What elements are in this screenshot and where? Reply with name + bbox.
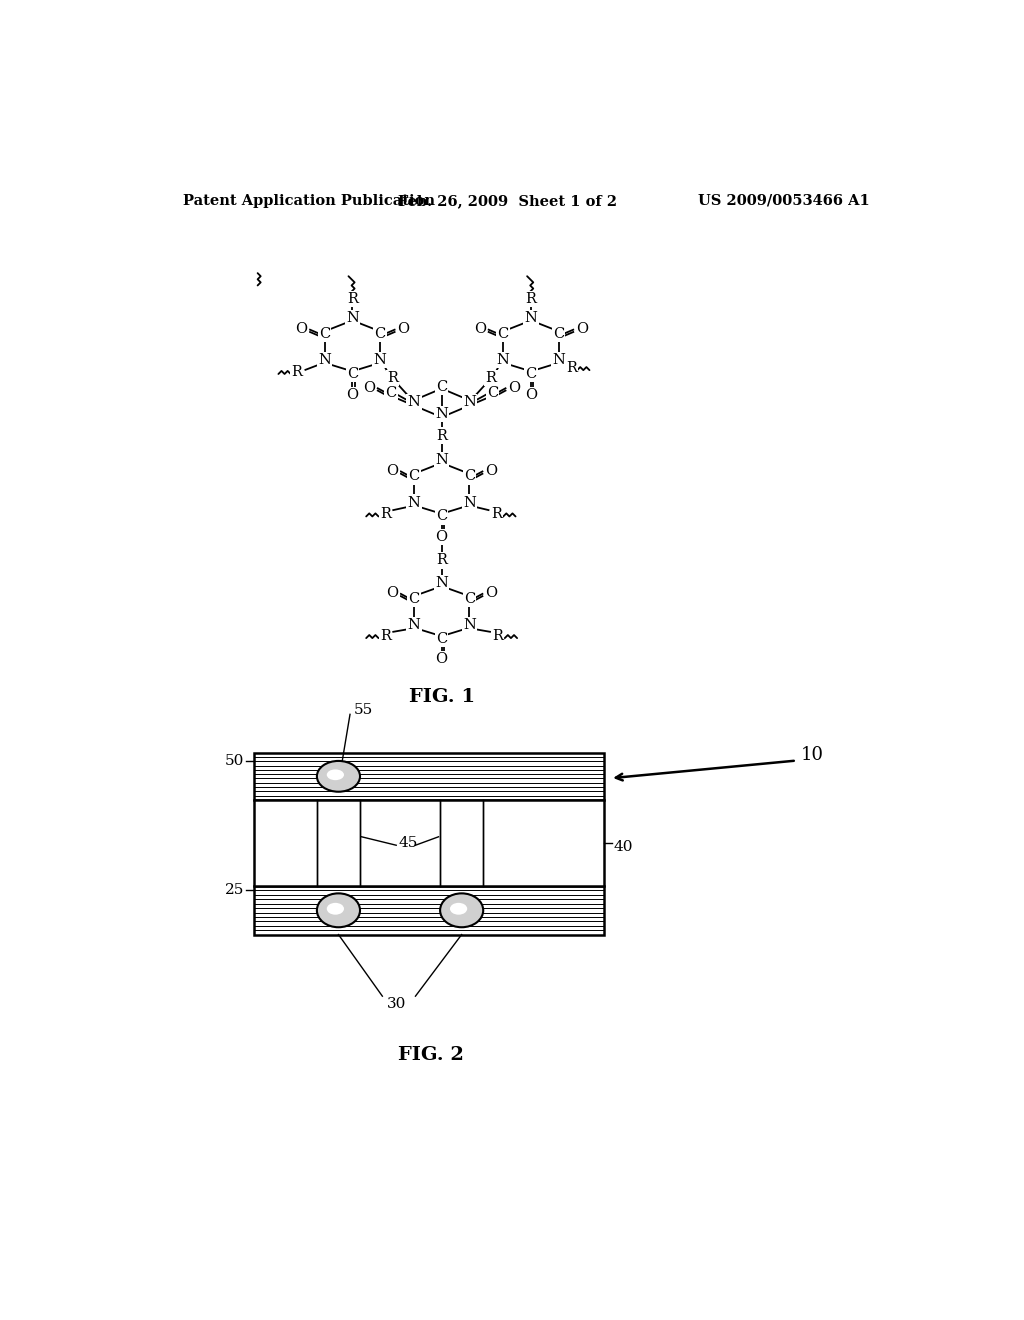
Text: 55: 55	[354, 704, 373, 718]
Text: O: O	[484, 586, 497, 601]
Text: 50: 50	[225, 754, 245, 767]
Text: C: C	[436, 510, 447, 524]
Text: R: R	[566, 360, 578, 375]
Text: 40: 40	[613, 840, 633, 854]
Text: O: O	[364, 381, 376, 395]
Text: C: C	[436, 632, 447, 645]
Text: O: O	[397, 322, 410, 337]
Text: C: C	[318, 327, 330, 341]
Text: N: N	[408, 495, 421, 510]
Text: O: O	[435, 531, 447, 544]
Text: C: C	[409, 591, 420, 606]
Text: C: C	[553, 327, 564, 341]
Text: C: C	[347, 367, 358, 381]
Text: R: R	[380, 628, 391, 643]
Ellipse shape	[316, 894, 360, 927]
Text: R: R	[525, 292, 537, 306]
Ellipse shape	[316, 760, 360, 792]
Ellipse shape	[440, 894, 483, 927]
Text: R: R	[292, 366, 302, 379]
Text: O: O	[508, 381, 520, 395]
Text: N: N	[318, 354, 331, 367]
Text: N: N	[463, 495, 476, 510]
Ellipse shape	[450, 903, 467, 915]
Text: N: N	[346, 310, 358, 325]
Text: O: O	[435, 652, 447, 665]
Text: O: O	[484, 465, 497, 478]
Bar	[254, 886, 604, 935]
Text: 45: 45	[398, 836, 418, 850]
Text: N: N	[435, 577, 449, 590]
Text: R: R	[347, 292, 357, 306]
Text: C: C	[498, 327, 509, 341]
Text: FIG. 2: FIG. 2	[398, 1047, 464, 1064]
Bar	[254, 800, 604, 886]
Text: Patent Application Publication: Patent Application Publication	[183, 194, 435, 207]
Text: N: N	[497, 354, 510, 367]
Text: O: O	[296, 322, 307, 337]
Text: 25: 25	[225, 883, 245, 896]
Text: N: N	[524, 310, 538, 325]
Text: C: C	[375, 327, 386, 341]
Text: O: O	[575, 322, 588, 337]
Text: C: C	[464, 591, 475, 606]
Text: O: O	[346, 388, 358, 401]
Text: R: R	[380, 507, 391, 521]
Text: C: C	[385, 387, 396, 400]
Text: N: N	[408, 395, 421, 409]
Text: US 2009/0053466 A1: US 2009/0053466 A1	[698, 194, 869, 207]
Text: O: O	[474, 322, 486, 337]
Text: N: N	[408, 618, 421, 632]
Text: O: O	[386, 586, 398, 601]
Text: N: N	[435, 407, 449, 421]
Text: C: C	[525, 367, 537, 381]
Text: R: R	[485, 371, 497, 385]
Text: C: C	[436, 380, 447, 395]
Text: N: N	[463, 618, 476, 632]
Text: N: N	[435, 453, 449, 467]
Text: R: R	[436, 553, 447, 568]
Bar	[254, 752, 604, 800]
Ellipse shape	[327, 770, 344, 780]
Text: R: R	[387, 371, 397, 385]
Text: N: N	[463, 395, 476, 409]
Text: O: O	[386, 465, 398, 478]
Text: N: N	[374, 354, 386, 367]
Text: R: R	[436, 429, 447, 442]
Text: C: C	[464, 470, 475, 483]
Text: 30: 30	[386, 997, 406, 1011]
Text: C: C	[486, 387, 498, 400]
Text: R: R	[493, 628, 503, 643]
Text: FIG. 1: FIG. 1	[409, 689, 475, 706]
Text: N: N	[552, 354, 565, 367]
Text: Feb. 26, 2009  Sheet 1 of 2: Feb. 26, 2009 Sheet 1 of 2	[398, 194, 617, 207]
Text: C: C	[409, 470, 420, 483]
Text: O: O	[525, 388, 537, 401]
Text: 10: 10	[801, 746, 823, 764]
Text: R: R	[490, 507, 502, 521]
Ellipse shape	[327, 903, 344, 915]
